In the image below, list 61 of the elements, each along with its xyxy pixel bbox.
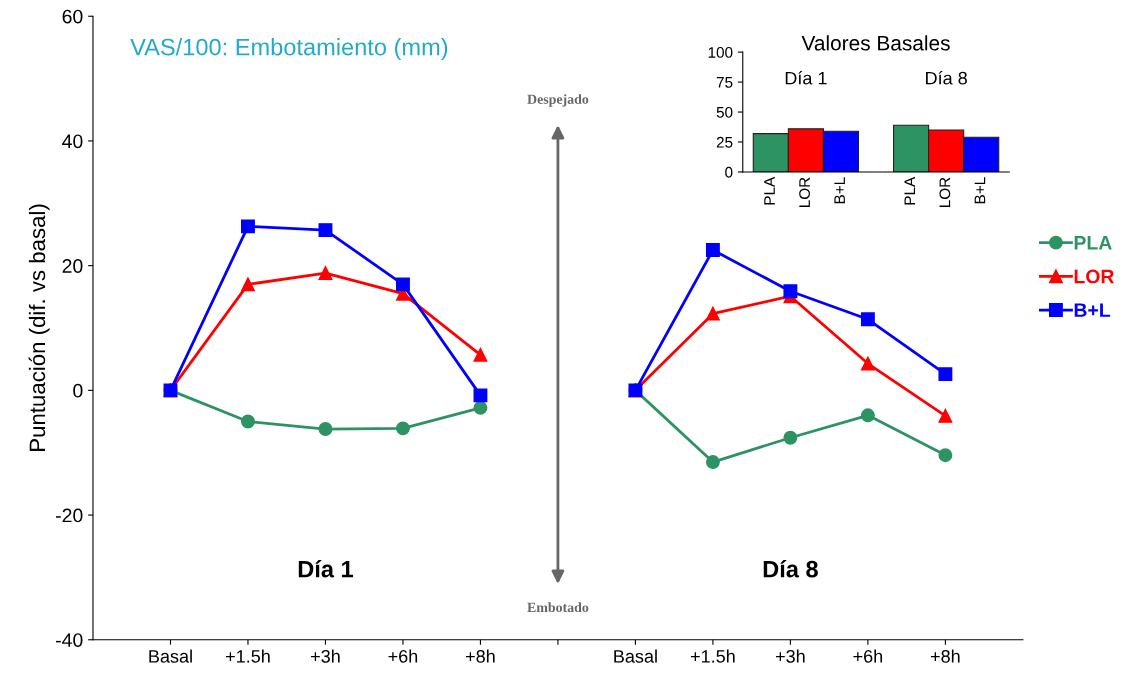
x-tick-label: LOR xyxy=(939,177,951,207)
chart-title: Valores Basales xyxy=(801,35,950,51)
y-tick-label: 0 xyxy=(725,166,733,178)
annotation: Día 1 xyxy=(298,559,354,578)
point xyxy=(860,356,875,371)
y-tick-label: -20 xyxy=(56,508,83,523)
point xyxy=(705,243,720,258)
point xyxy=(860,312,875,327)
text: VAS/100: Embotamiento (mm) xyxy=(130,38,448,61)
x-tick-label: Basal xyxy=(614,649,657,663)
x-tick-label: B+L xyxy=(834,177,845,204)
y-tick-label: 60 xyxy=(62,9,83,24)
y-tick-label: 50 xyxy=(716,106,733,118)
x-tick-label: +1.5h xyxy=(226,649,270,663)
annotation: Día 1 xyxy=(785,71,827,85)
annotation: Día 8 xyxy=(926,71,967,85)
y-tick-label: 0 xyxy=(73,383,83,398)
point xyxy=(705,455,720,470)
point xyxy=(783,284,798,299)
x-tick-label: PLA xyxy=(904,176,916,205)
point xyxy=(783,430,798,445)
annotation: Despejado xyxy=(527,94,589,107)
y-tick-label: 100 xyxy=(708,47,733,58)
legend-label: PLA xyxy=(1074,236,1112,250)
point xyxy=(396,277,410,292)
point xyxy=(318,223,333,238)
legend-label: LOR xyxy=(1074,269,1115,284)
legend-label: B+L xyxy=(1074,303,1111,317)
x-tick-label: B+L xyxy=(974,177,986,204)
x-tick-label: +8h xyxy=(466,649,495,663)
x-tick-label: +8h xyxy=(930,649,960,663)
point xyxy=(938,367,953,382)
x-tick-label: Basal xyxy=(149,649,192,663)
point xyxy=(705,306,720,321)
annotation: Día 8 xyxy=(763,559,818,578)
x-tick-label: PLA xyxy=(764,176,775,205)
x-tick-label: +1.5h xyxy=(690,649,735,663)
y-tick-label: 25 xyxy=(716,136,733,148)
point xyxy=(241,414,255,429)
point xyxy=(473,388,488,403)
point xyxy=(473,347,488,362)
x-tick-label: +6h xyxy=(853,649,883,663)
annotation: Embotado xyxy=(527,602,589,613)
y-tick-label: 75 xyxy=(716,77,733,88)
y-axis-title: Puntuación (dif. vs basal) xyxy=(28,204,50,451)
point xyxy=(241,219,255,234)
y-tick-label: 40 xyxy=(62,134,83,149)
point xyxy=(938,408,953,423)
x-tick-label: LOR xyxy=(799,177,810,207)
point xyxy=(860,408,875,423)
point xyxy=(318,422,333,436)
point xyxy=(318,266,333,281)
y-tick-label: 20 xyxy=(62,259,83,273)
point xyxy=(396,421,410,436)
y-tick-label: -40 xyxy=(56,633,83,647)
x-tick-label: +3h xyxy=(775,649,805,663)
x-tick-label: +6h xyxy=(388,649,418,663)
point xyxy=(938,448,953,463)
point xyxy=(241,277,255,292)
point xyxy=(473,400,488,415)
x-tick-label: +3h xyxy=(311,649,340,663)
